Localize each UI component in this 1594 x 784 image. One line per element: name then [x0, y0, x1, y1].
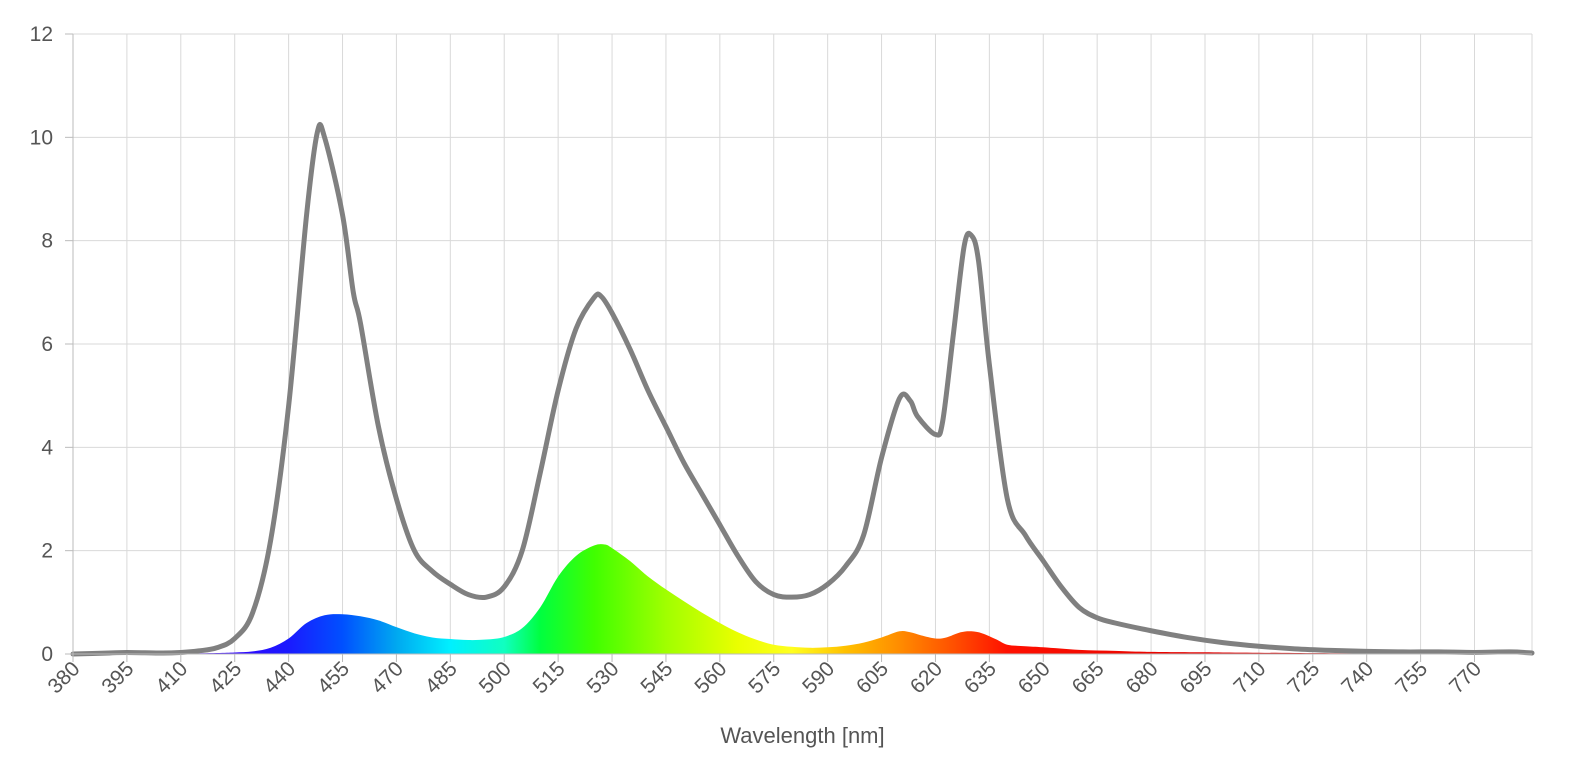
x-tick-label: 515	[529, 657, 570, 698]
y-tick-label: 0	[41, 643, 53, 666]
x-tick-label: 425	[205, 657, 246, 698]
x-tick-label: 485	[421, 657, 462, 698]
x-tick-label: 770	[1445, 657, 1486, 698]
x-axis-title: Wavelength [nm]	[720, 723, 884, 748]
x-tick-label: 575	[744, 657, 785, 698]
x-tick-label: 755	[1391, 657, 1432, 698]
x-tick-label: 680	[1122, 657, 1163, 698]
x-tick-label: 545	[636, 657, 677, 698]
y-tick-label: 8	[41, 230, 53, 253]
x-tick-label: 470	[367, 657, 408, 698]
x-tick-label: 590	[798, 657, 839, 698]
y-tick-label: 10	[30, 126, 53, 149]
x-tick-label: 455	[313, 657, 354, 698]
x-tick-label: 650	[1014, 657, 1055, 698]
x-tick-label: 530	[583, 657, 624, 698]
x-tick-label: 440	[259, 657, 300, 698]
x-tick-label: 605	[852, 657, 893, 698]
grid	[72, 33, 1533, 655]
x-tick-label: 725	[1283, 657, 1324, 698]
y-tick-label: 4	[41, 436, 53, 459]
y-tick-label: 6	[41, 333, 53, 356]
x-tick-label: 620	[906, 657, 947, 698]
y-tick-label: 2	[41, 540, 53, 563]
x-tick-label: 695	[1175, 657, 1216, 698]
spd-line-layer	[70, 121, 1535, 657]
x-tick-label: 560	[690, 657, 731, 698]
x-tick-label: 740	[1337, 657, 1378, 698]
y-tick-label: 12	[30, 23, 53, 46]
x-tick-label: 635	[960, 657, 1001, 698]
x-tick-label: 665	[1068, 657, 1109, 698]
spd-line	[70, 121, 1535, 657]
x-tick-label: 395	[97, 657, 138, 698]
x-tick-label: 410	[151, 657, 192, 698]
x-tick-label: 500	[475, 657, 516, 698]
x-tick-label: 710	[1229, 657, 1270, 698]
